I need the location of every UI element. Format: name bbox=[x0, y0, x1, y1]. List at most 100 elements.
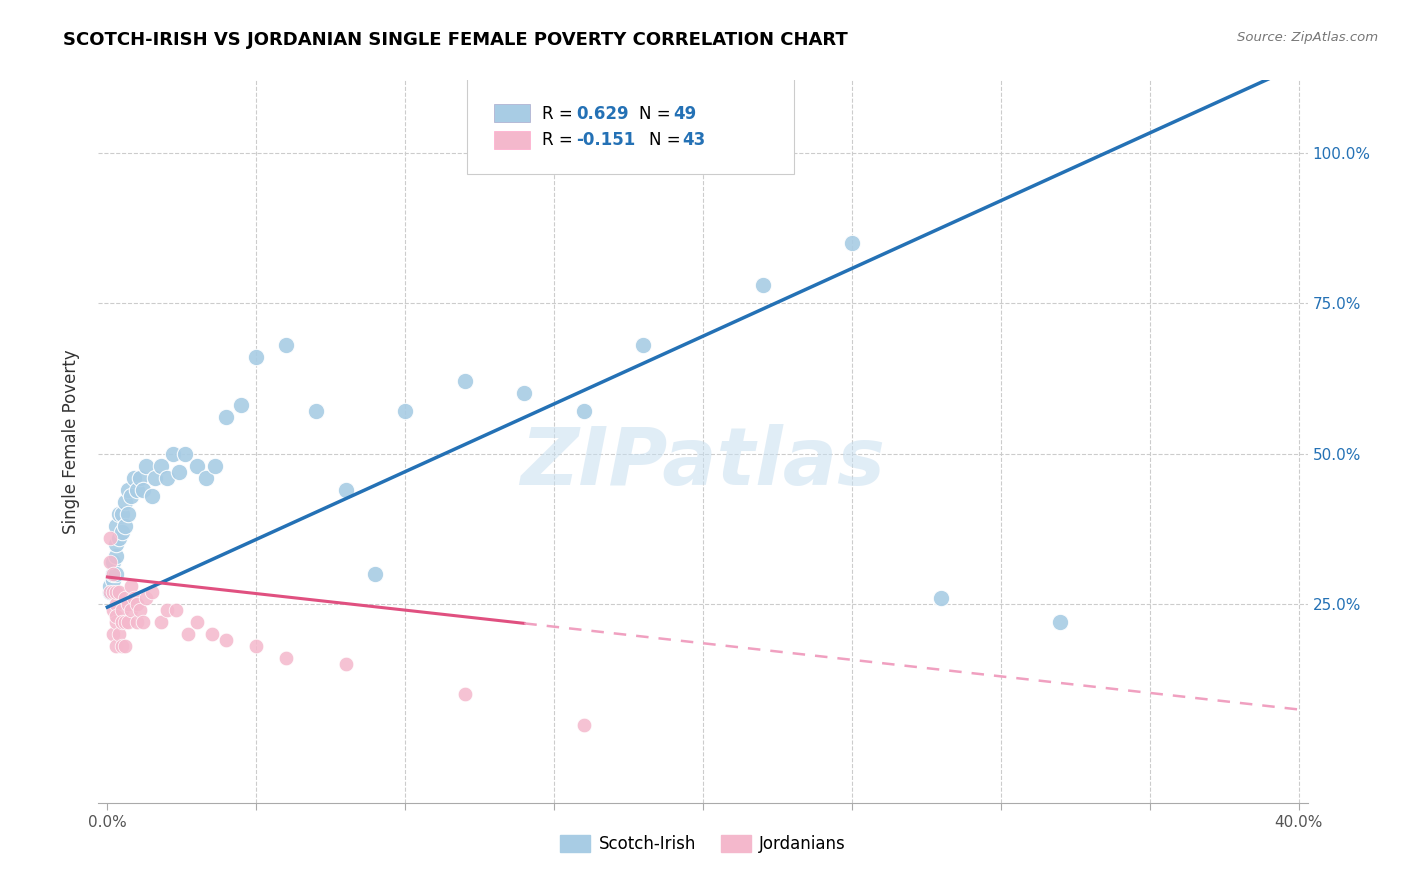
Point bbox=[120, 603, 142, 617]
Point bbox=[111, 639, 134, 653]
Point bbox=[103, 573, 125, 587]
Point bbox=[143, 471, 166, 485]
Point bbox=[127, 615, 149, 630]
Point bbox=[105, 519, 128, 533]
Text: N =: N = bbox=[648, 131, 686, 149]
Point bbox=[98, 555, 121, 569]
Text: 0.629: 0.629 bbox=[576, 104, 628, 122]
Point bbox=[394, 404, 416, 418]
Point bbox=[1049, 615, 1071, 630]
Point bbox=[127, 597, 149, 611]
Text: ZIPatlas: ZIPatlas bbox=[520, 425, 886, 502]
Text: -0.151: -0.151 bbox=[576, 131, 636, 149]
Point bbox=[177, 627, 200, 641]
Point bbox=[245, 639, 267, 653]
Point bbox=[335, 657, 357, 672]
Point bbox=[111, 524, 134, 539]
Point bbox=[335, 483, 357, 497]
FancyBboxPatch shape bbox=[494, 104, 530, 122]
Point bbox=[120, 579, 142, 593]
Point bbox=[98, 531, 121, 545]
Point bbox=[105, 567, 128, 582]
Point bbox=[132, 615, 155, 630]
Point bbox=[114, 639, 136, 653]
Text: R =: R = bbox=[543, 131, 578, 149]
Point bbox=[156, 471, 179, 485]
Point bbox=[105, 549, 128, 563]
Point bbox=[98, 585, 121, 599]
Point bbox=[127, 483, 149, 497]
Point bbox=[141, 585, 163, 599]
Point bbox=[149, 615, 172, 630]
Point bbox=[98, 585, 121, 599]
Point bbox=[114, 519, 136, 533]
Point bbox=[103, 555, 125, 569]
Point bbox=[132, 483, 155, 497]
Point bbox=[114, 591, 136, 606]
Point bbox=[103, 567, 125, 582]
Point bbox=[111, 615, 134, 630]
Point bbox=[108, 507, 131, 521]
Point bbox=[200, 627, 222, 641]
FancyBboxPatch shape bbox=[494, 131, 530, 149]
Point bbox=[135, 591, 157, 606]
Point bbox=[245, 350, 267, 364]
Legend: Scotch-Irish, Jordanians: Scotch-Irish, Jordanians bbox=[554, 828, 852, 860]
Point bbox=[117, 597, 139, 611]
Point bbox=[165, 603, 187, 617]
Point bbox=[108, 531, 131, 545]
Point bbox=[105, 537, 128, 551]
Point bbox=[156, 603, 179, 617]
Point bbox=[274, 338, 297, 352]
Point bbox=[135, 458, 157, 473]
Text: R =: R = bbox=[543, 104, 578, 122]
Point bbox=[108, 627, 131, 641]
Point bbox=[103, 585, 125, 599]
Point bbox=[633, 338, 655, 352]
Point bbox=[122, 591, 145, 606]
Point bbox=[111, 507, 134, 521]
Point bbox=[231, 398, 253, 412]
Y-axis label: Single Female Poverty: Single Female Poverty bbox=[62, 350, 80, 533]
Point bbox=[751, 277, 773, 292]
Point bbox=[129, 471, 152, 485]
Point bbox=[105, 609, 128, 624]
Point bbox=[186, 615, 208, 630]
Point bbox=[149, 458, 172, 473]
Point bbox=[105, 597, 128, 611]
Text: N =: N = bbox=[638, 104, 676, 122]
Point bbox=[572, 404, 595, 418]
Point bbox=[117, 507, 139, 521]
Point bbox=[122, 471, 145, 485]
Text: 49: 49 bbox=[672, 104, 696, 122]
Point bbox=[117, 615, 139, 630]
Text: SCOTCH-IRISH VS JORDANIAN SINGLE FEMALE POVERTY CORRELATION CHART: SCOTCH-IRISH VS JORDANIAN SINGLE FEMALE … bbox=[63, 31, 848, 49]
Point bbox=[841, 235, 863, 250]
Point bbox=[204, 458, 226, 473]
Point bbox=[215, 633, 238, 648]
Text: Source: ZipAtlas.com: Source: ZipAtlas.com bbox=[1237, 31, 1378, 45]
FancyBboxPatch shape bbox=[467, 77, 793, 174]
Point bbox=[194, 471, 217, 485]
Point bbox=[186, 458, 208, 473]
Point bbox=[117, 483, 139, 497]
Point bbox=[513, 386, 536, 401]
Point bbox=[162, 446, 184, 460]
Point bbox=[364, 567, 387, 582]
Point bbox=[167, 465, 190, 479]
Point bbox=[215, 410, 238, 425]
Point bbox=[305, 404, 328, 418]
Point bbox=[454, 687, 477, 701]
Point bbox=[454, 375, 477, 389]
Point bbox=[173, 446, 195, 460]
Point bbox=[98, 579, 121, 593]
Point bbox=[103, 627, 125, 641]
Point bbox=[111, 603, 134, 617]
Point bbox=[114, 494, 136, 508]
Point bbox=[103, 567, 125, 582]
Point bbox=[120, 489, 142, 503]
Point bbox=[105, 639, 128, 653]
Point bbox=[105, 615, 128, 630]
Point bbox=[141, 489, 163, 503]
Point bbox=[105, 585, 128, 599]
